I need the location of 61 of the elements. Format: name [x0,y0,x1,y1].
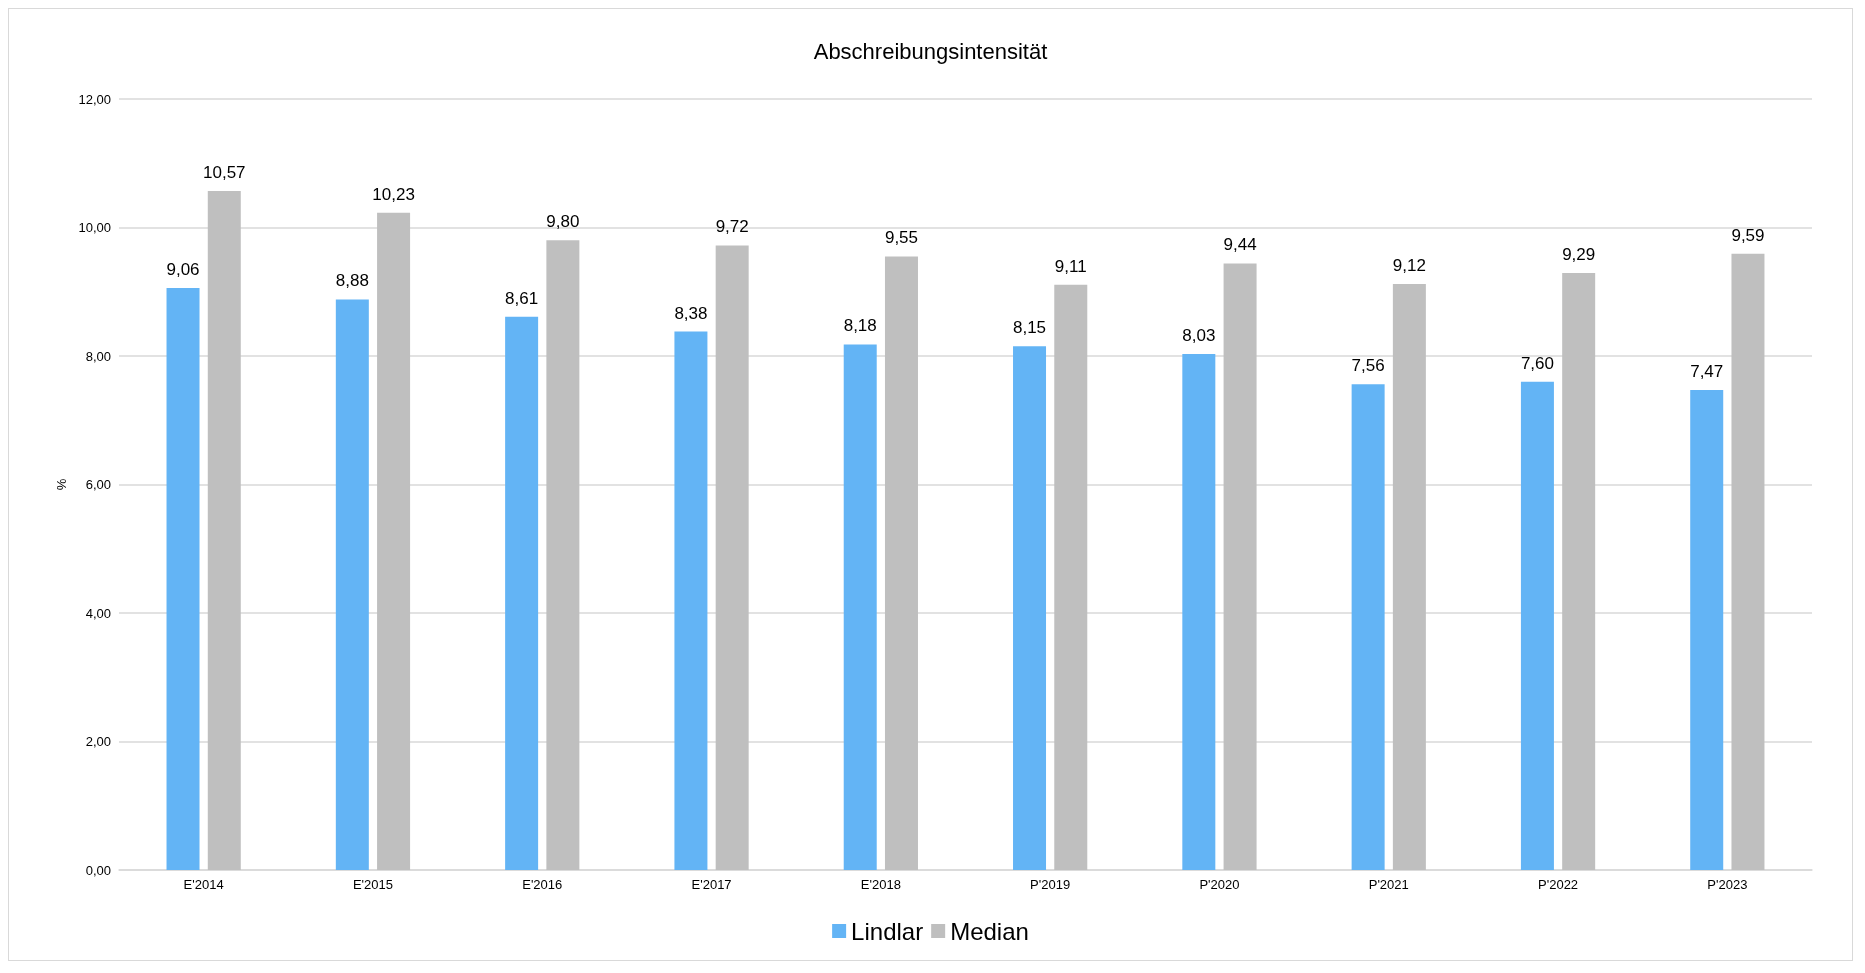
bar [377,212,411,870]
bar [546,240,580,870]
data-label: 9,11 [1054,256,1087,276]
bar [843,344,877,870]
bar [1520,381,1554,870]
data-label: 8,88 [335,271,369,291]
x-tick-label: P'2023 [1707,877,1748,892]
bar [1223,263,1257,870]
data-label: 8,15 [1012,318,1047,338]
bar [1182,354,1216,870]
bar [1731,253,1765,870]
bar [884,256,918,870]
chart-title: Abschreibungsintensität [813,38,1048,64]
bar [1392,284,1426,870]
bar [1690,390,1724,870]
data-label: 8,61 [505,288,539,308]
data-label: 9,72 [715,217,749,237]
data-label: 9,44 [1223,235,1257,255]
data-label: 8,03 [1182,326,1216,346]
x-tick-label: P'2020 [1199,877,1240,892]
data-label: 7,56 [1351,356,1385,376]
y-tick-label: 10,00 [78,220,111,235]
data-label: 9,06 [166,259,200,279]
data-label: 7,60 [1520,353,1554,373]
data-label: 10,23 [372,184,415,204]
bar [1054,284,1088,870]
x-tick-label: P'2022 [1538,877,1579,892]
data-label: 8,18 [843,316,877,336]
bar [1013,346,1047,870]
x-tick-label: E'2014 [183,877,224,892]
y-tick-label: 6,00 [85,477,111,492]
x-tick-label: E'2018 [860,877,901,892]
bar [166,287,200,870]
y-tick-label: 4,00 [85,605,111,621]
bar [335,299,369,870]
y-tick-label: 2,00 [85,734,111,749]
y-tick-label: 12,00 [78,91,111,107]
data-label: 7,47 [1690,362,1724,382]
bar [1351,384,1385,870]
x-tick-label: E'2017 [691,877,732,892]
bar [1562,273,1596,870]
data-label: 9,29 [1562,245,1596,265]
data-label: 9,12 [1392,256,1426,276]
bar [505,316,539,870]
data-label: 8,38 [674,303,708,323]
bar [674,331,708,870]
x-tick-label: P'2021 [1368,877,1409,892]
x-tick-label: E'2015 [352,877,393,892]
y-tick-label: 8,00 [85,348,111,364]
data-label: 9,59 [1731,225,1765,245]
data-label: 9,55 [884,228,919,248]
data-label: 9,80 [546,212,580,232]
y-axis-title: % [53,478,69,491]
legend-label: Lindlar [851,917,924,945]
bar [715,245,749,870]
x-tick-label: P'2019 [1030,877,1071,892]
bar [207,190,241,870]
data-label: 10,57 [203,162,246,182]
y-tick-label: 0,00 [85,862,111,878]
legend-label: Median [950,917,1029,945]
x-tick-label: E'2016 [522,877,563,892]
